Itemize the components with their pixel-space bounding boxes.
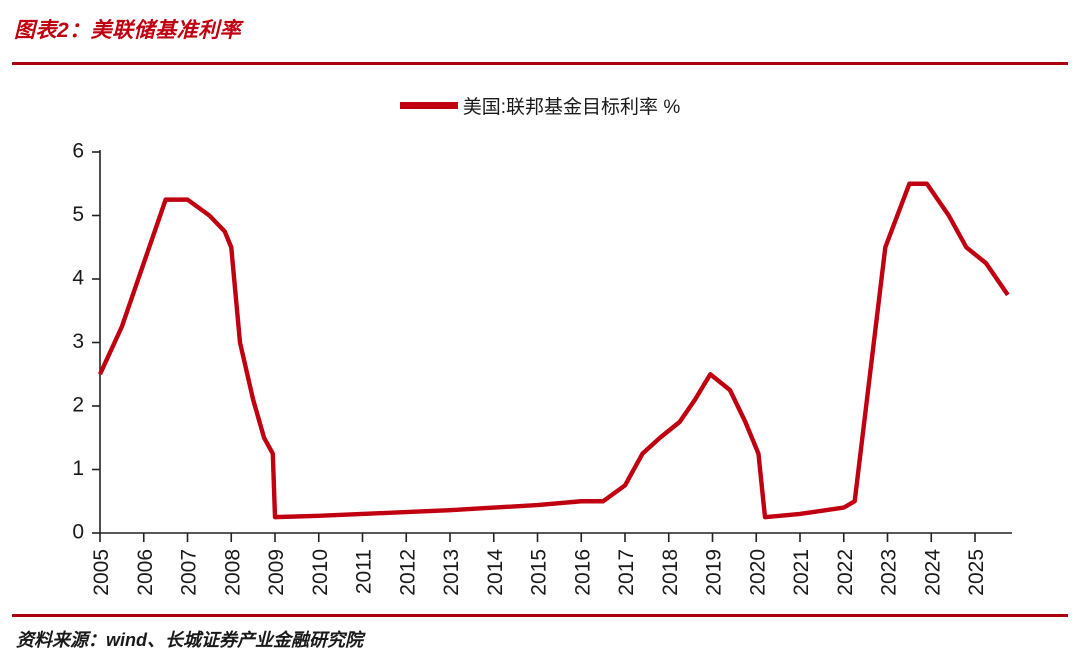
chart-legend: 美国:联邦基金目标利率 % (0, 92, 1080, 119)
x-tick-label: 2024 (921, 549, 944, 596)
x-tick-label: 2023 (878, 549, 901, 596)
x-tick-label: 2014 (484, 549, 507, 596)
x-tick-label: 2022 (834, 549, 857, 596)
chart-series (98, 181, 1010, 520)
y-tick-label: 4 (72, 267, 84, 290)
x-tick-label: 2017 (615, 549, 638, 596)
x-tick-label: 2005 (90, 549, 113, 596)
x-tick-label: 2025 (965, 549, 988, 596)
x-tick-label: 2009 (265, 549, 288, 596)
x-tick-label: 2019 (703, 549, 726, 596)
series-line-federal-funds-rate (98, 181, 1010, 520)
figure-title: 图表2：美联储基准利率 (14, 19, 242, 42)
x-tick-label: 2021 (790, 549, 813, 596)
y-tick-label: 3 (72, 330, 84, 353)
x-tick-label: 2008 (221, 549, 244, 596)
x-tick-label: 2006 (134, 549, 157, 596)
y-tick-label: 6 (72, 140, 84, 163)
x-tick-label: 2020 (746, 549, 769, 596)
source-note: 资料来源：wind、长城证券产业金融研究院 (16, 630, 363, 650)
y-tick-label: 1 (72, 457, 84, 480)
y-tick-label: 0 (72, 521, 84, 544)
x-tick-label: 2007 (178, 549, 201, 596)
y-tick-label: 5 (72, 203, 84, 226)
footer-divider (12, 614, 1068, 617)
y-tick-label: 2 (72, 394, 84, 417)
legend-line-swatch-icon (399, 102, 458, 109)
x-tick-label: 2016 (571, 549, 594, 596)
x-tick-label: 2011 (353, 549, 376, 594)
x-tick-label: 2018 (659, 549, 682, 596)
x-axis-tick-labels: 2005 2006 2007 2008 2009 2010 2011 2012 2013 2014… (90, 549, 988, 596)
x-tick-label: 2012 (396, 549, 419, 596)
y-axis-tick-labels: 0 1 2 3 4 5 6 (72, 140, 84, 544)
legend-item-label: 美国:联邦基金目标利率 % (462, 97, 681, 118)
x-tick-label: 2013 (440, 549, 463, 596)
x-tick-label: 2015 (528, 549, 551, 596)
chart-axes (92, 150, 1012, 542)
x-tick-label: 2010 (309, 549, 332, 596)
title-divider (12, 62, 1068, 65)
legend-item-federal-funds-rate: 美国:联邦基金目标利率 % (399, 92, 681, 119)
